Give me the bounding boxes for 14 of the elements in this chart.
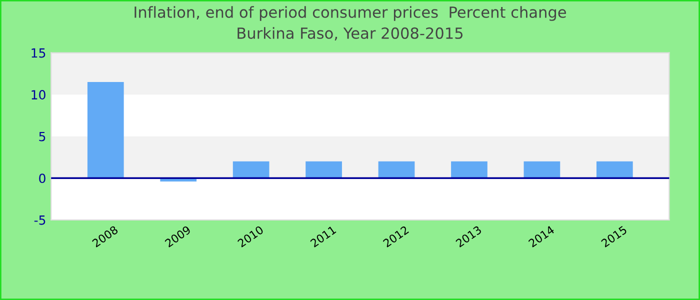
bar bbox=[596, 161, 633, 178]
bar bbox=[524, 161, 560, 178]
chart-subtitle: Burkina Faso, Year 2008-2015 bbox=[238, 27, 463, 40]
y-tick-label: 15 bbox=[32, 48, 46, 58]
y-tick-label: -5 bbox=[34, 216, 46, 225]
bar bbox=[87, 82, 124, 178]
bar bbox=[232, 161, 270, 178]
y-tick-label: 10 bbox=[32, 90, 46, 100]
bar bbox=[378, 161, 415, 178]
chart-title: Inflation, end of period consumer prices Percent change bbox=[134, 6, 566, 21]
bar bbox=[451, 161, 488, 178]
bar bbox=[306, 161, 342, 178]
y-tick-label: 0 bbox=[39, 174, 46, 184]
y-tick-label: 5 bbox=[39, 132, 46, 142]
